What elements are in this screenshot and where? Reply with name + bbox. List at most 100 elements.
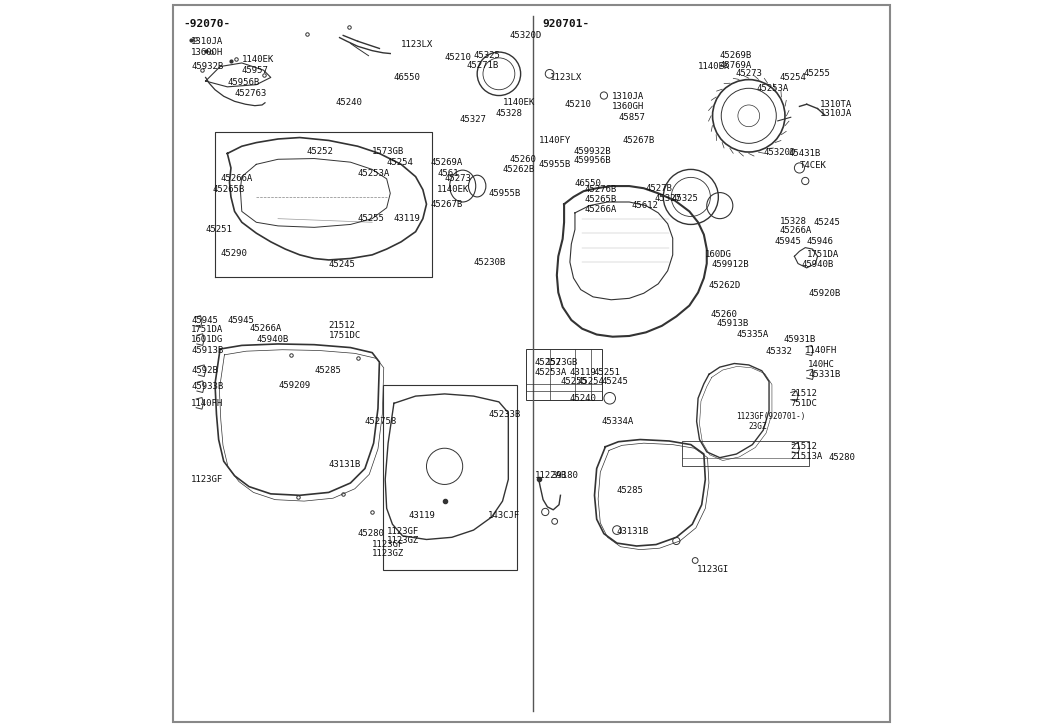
Text: 45285: 45285: [315, 366, 341, 375]
Text: 45252: 45252: [535, 358, 561, 366]
Text: 45245: 45245: [601, 377, 628, 386]
Text: 459932B: 459932B: [574, 147, 611, 156]
Text: 45320D: 45320D: [510, 31, 542, 40]
Text: 45913B: 45913B: [716, 319, 748, 328]
Text: 1360OH: 1360OH: [191, 47, 223, 57]
Text: 1140EK: 1140EK: [698, 62, 730, 71]
Text: 43119: 43119: [394, 214, 421, 223]
Text: 45335A: 45335A: [737, 330, 769, 339]
Text: 45327: 45327: [655, 194, 681, 203]
Text: 45265B: 45265B: [213, 185, 246, 194]
Text: 751DC: 751DC: [791, 399, 817, 408]
Text: T4CEK: T4CEK: [799, 161, 826, 170]
Text: 45267B: 45267B: [622, 136, 655, 145]
Text: 45240: 45240: [570, 394, 596, 403]
Text: 45255: 45255: [803, 69, 830, 79]
Text: 45271B: 45271B: [467, 60, 499, 70]
Text: 45266A: 45266A: [780, 227, 812, 236]
Text: 45325: 45325: [473, 51, 501, 60]
Text: 143CJF: 143CJF: [488, 511, 520, 520]
Text: 1310JA: 1310JA: [820, 109, 851, 119]
Text: 140HC: 140HC: [808, 361, 836, 369]
Text: 1751DA: 1751DA: [191, 325, 223, 334]
Text: 45857: 45857: [619, 113, 645, 121]
Text: 21512: 21512: [791, 390, 817, 398]
Text: 452758: 452758: [365, 417, 398, 426]
Text: 45957: 45957: [241, 65, 269, 75]
Text: 46550: 46550: [575, 180, 602, 188]
Text: 45285: 45285: [617, 486, 644, 495]
Text: 45240: 45240: [336, 98, 362, 108]
Text: 45210: 45210: [444, 52, 472, 62]
Text: 459912B: 459912B: [711, 260, 748, 269]
Text: 45945: 45945: [774, 237, 802, 246]
Text: 4561: 4561: [437, 169, 459, 177]
Text: 45945: 45945: [191, 316, 218, 324]
Text: 1360GH: 1360GH: [612, 102, 644, 111]
Text: 45253A: 45253A: [535, 368, 567, 377]
Text: 45946: 45946: [807, 237, 833, 246]
Text: 45262B: 45262B: [503, 165, 535, 174]
Text: 45210: 45210: [564, 100, 591, 109]
Text: 1751DC: 1751DC: [328, 332, 361, 340]
Text: 1123GF: 1123GF: [372, 540, 404, 549]
Text: 1310TA: 1310TA: [820, 100, 851, 109]
Text: 45956B: 45956B: [227, 78, 259, 87]
Text: 1123GF(920701-): 1123GF(920701-): [736, 412, 805, 421]
Text: 1122AB: 1122AB: [535, 471, 567, 481]
Text: 45769A: 45769A: [720, 60, 752, 70]
Text: 4527B: 4527B: [645, 184, 672, 193]
Text: 45431B: 45431B: [789, 149, 821, 158]
Text: 45266A: 45266A: [220, 174, 252, 183]
Text: 1140EK: 1140EK: [437, 185, 470, 194]
Text: 1123LX: 1123LX: [550, 73, 581, 82]
Text: 160DG: 160DG: [706, 250, 732, 260]
Text: 43131B: 43131B: [328, 460, 361, 470]
Text: 1140EK: 1140EK: [241, 55, 274, 64]
Text: 1310JA: 1310JA: [191, 37, 223, 46]
Text: 45230B: 45230B: [473, 257, 506, 267]
Text: 45280: 45280: [357, 529, 385, 538]
Text: 1601DG: 1601DG: [191, 335, 223, 344]
Text: 1123GI: 1123GI: [696, 566, 729, 574]
Text: 45266A: 45266A: [249, 324, 282, 333]
Text: 45320D: 45320D: [763, 148, 795, 156]
Text: 45933B: 45933B: [191, 382, 223, 391]
Text: 45233B: 45233B: [488, 410, 520, 419]
Text: 45290: 45290: [220, 249, 247, 258]
Text: 45260: 45260: [710, 310, 738, 318]
Text: 45269A: 45269A: [431, 158, 462, 166]
Text: 45269B: 45269B: [720, 51, 752, 60]
Text: 1573GB: 1573GB: [546, 358, 578, 366]
Text: 45254: 45254: [387, 158, 414, 166]
Text: 45325: 45325: [671, 194, 698, 203]
Text: 45280: 45280: [828, 453, 856, 462]
Text: 39180: 39180: [552, 471, 578, 481]
Text: 1123GF: 1123GF: [191, 475, 223, 484]
Text: 1140FY: 1140FY: [539, 136, 571, 145]
Text: 45266A: 45266A: [585, 205, 617, 214]
Text: 43119: 43119: [570, 368, 596, 377]
Text: 45245: 45245: [814, 218, 841, 227]
Text: 1123GZ: 1123GZ: [372, 550, 404, 558]
Text: 45955B: 45955B: [488, 189, 520, 198]
Text: 21512: 21512: [791, 442, 817, 451]
Text: 45931B: 45931B: [783, 335, 815, 344]
Text: 45255: 45255: [357, 214, 385, 223]
Text: 45253A: 45253A: [756, 84, 789, 93]
Text: 45920B: 45920B: [809, 289, 841, 298]
Text: 15328: 15328: [780, 217, 807, 226]
Text: 1123GZ: 1123GZ: [387, 537, 419, 545]
Text: 45254: 45254: [577, 377, 604, 386]
Text: 45245: 45245: [328, 260, 356, 269]
Text: 459956B: 459956B: [574, 156, 611, 165]
Text: 45331B: 45331B: [808, 370, 841, 379]
Text: 45254: 45254: [779, 73, 806, 82]
Text: 45612: 45612: [631, 201, 658, 210]
Text: 45945: 45945: [227, 316, 254, 324]
Text: 43131B: 43131B: [617, 527, 649, 536]
Text: 45276B: 45276B: [585, 185, 617, 194]
Text: 45262D: 45262D: [709, 281, 741, 290]
Text: 45273: 45273: [444, 174, 472, 183]
Text: 21513A: 21513A: [791, 451, 823, 461]
